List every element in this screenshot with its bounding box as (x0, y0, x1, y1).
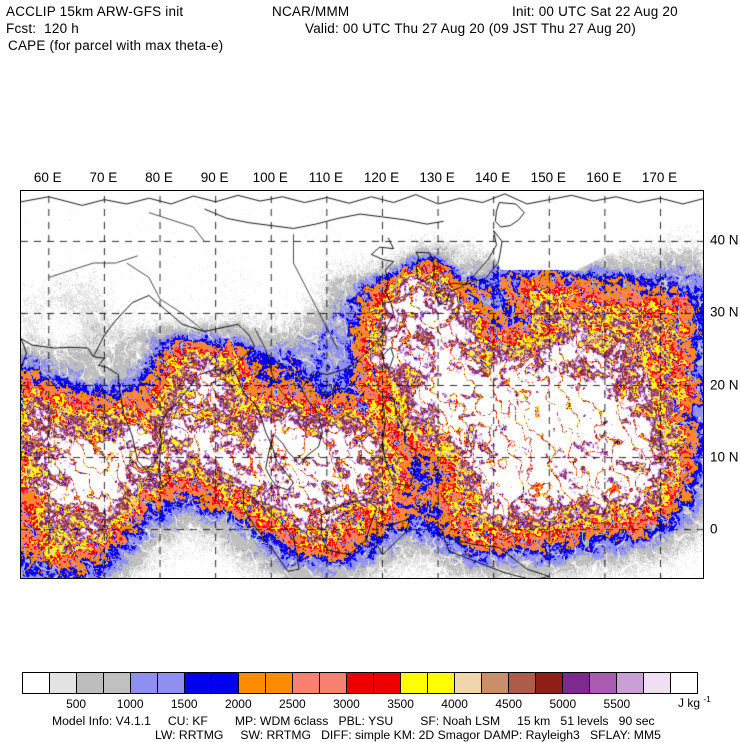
colorbar-swatch (374, 673, 401, 693)
colorbar[interactable] (22, 672, 698, 694)
header-forecast-hour: Fcst: 120 h (6, 21, 79, 36)
footer-model-info-row1: Model Info: V4.1.1 CU: KF MP: WDM 6class… (52, 714, 655, 728)
cape-field-canvas (21, 191, 703, 578)
colorbar-swatch (617, 673, 644, 693)
header-block: ACCLIP 15km ARW-GFS init NCAR/MMM Init: … (0, 0, 740, 60)
colorbar-swatch (23, 673, 50, 693)
colorbar-tick-label: 500 (66, 697, 87, 711)
colorbar-swatch (455, 673, 482, 693)
lon-tick-label: 60 E (33, 170, 62, 185)
colorbar-swatch (320, 673, 347, 693)
lon-tick-label: 70 E (89, 170, 118, 185)
colorbar-swatch (212, 673, 239, 693)
colorbar-tick-label: 4500 (495, 697, 523, 711)
colorbar-swatch (644, 673, 671, 693)
colorbar-swatch (239, 673, 266, 693)
colorbar-swatch (347, 673, 374, 693)
header-field-name: CAPE (for parcel with max theta-e) (8, 38, 224, 53)
colorbar-swatch (50, 673, 77, 693)
colorbar-swatch (536, 673, 563, 693)
colorbar-tick-label: 1500 (170, 697, 198, 711)
lat-tick-label: 20 N (710, 377, 739, 392)
colorbar-tick-label: 5500 (603, 697, 631, 711)
colorbar-tick-label: 3000 (333, 697, 360, 711)
colorbar-tick-label: 4000 (441, 697, 468, 711)
colorbar-swatch (266, 673, 293, 693)
colorbar-tick-label: 5000 (549, 697, 577, 711)
footer-model-info-row2: LW: RRTMG SW: RRTMG DIFF: simple KM: 2D … (155, 728, 661, 742)
colorbar-swatch (104, 673, 131, 693)
lat-tick-label: 0 (710, 521, 718, 537)
lon-tick-label: 160 E (586, 170, 622, 185)
colorbar-swatch (671, 673, 697, 693)
lat-tick-label: 10 N (710, 449, 739, 465)
colorbar-swatch (77, 673, 104, 693)
lon-tick-label: 140 E (475, 170, 511, 185)
lon-tick-label: 90 E (200, 170, 229, 185)
colorbar-swatch (185, 673, 212, 693)
header-valid-time: Valid: 00 UTC Thu 27 Aug 20 (09 JST Thu … (305, 21, 636, 36)
colorbar-tick-label: 1000 (116, 697, 144, 711)
header-model-title: ACCLIP 15km ARW-GFS init (6, 4, 184, 19)
lon-tick-label: 150 E (530, 170, 566, 185)
lon-tick-label: 80 E (145, 170, 173, 185)
header-init-time: Init: 00 UTC Sat 22 Aug 20 (512, 4, 678, 19)
lon-tick-label: 110 E (308, 170, 343, 185)
header-center-label: NCAR/MMM (272, 4, 350, 19)
colorbar-swatch (590, 673, 617, 693)
lon-tick-label: 170 E (641, 170, 678, 185)
colorbar-tick-label: 2500 (279, 697, 306, 711)
colorbar-tick-label: 3500 (387, 697, 414, 711)
colorbar-tick-label: 2000 (224, 697, 252, 711)
colorbar-swatch (563, 673, 590, 693)
lat-tick-label: 40 N (710, 232, 739, 248)
lon-tick-label: 130 E (419, 170, 455, 185)
colorbar-swatch (293, 673, 320, 693)
colorbar-units-label: J kg -1 (678, 694, 711, 710)
colorbar-swatch (401, 673, 428, 693)
colorbar-swatch (428, 673, 455, 693)
colorbar-swatch (509, 673, 536, 693)
lon-tick-label: 100 E (252, 170, 288, 185)
map-plot-area[interactable] (20, 190, 704, 579)
colorbar-container (22, 672, 698, 694)
lon-tick-label: 120 E (363, 170, 400, 185)
colorbar-swatch (158, 673, 185, 693)
colorbar-swatch (131, 673, 158, 693)
colorbar-swatch (482, 673, 509, 693)
lat-tick-label: 30 N (710, 304, 739, 320)
